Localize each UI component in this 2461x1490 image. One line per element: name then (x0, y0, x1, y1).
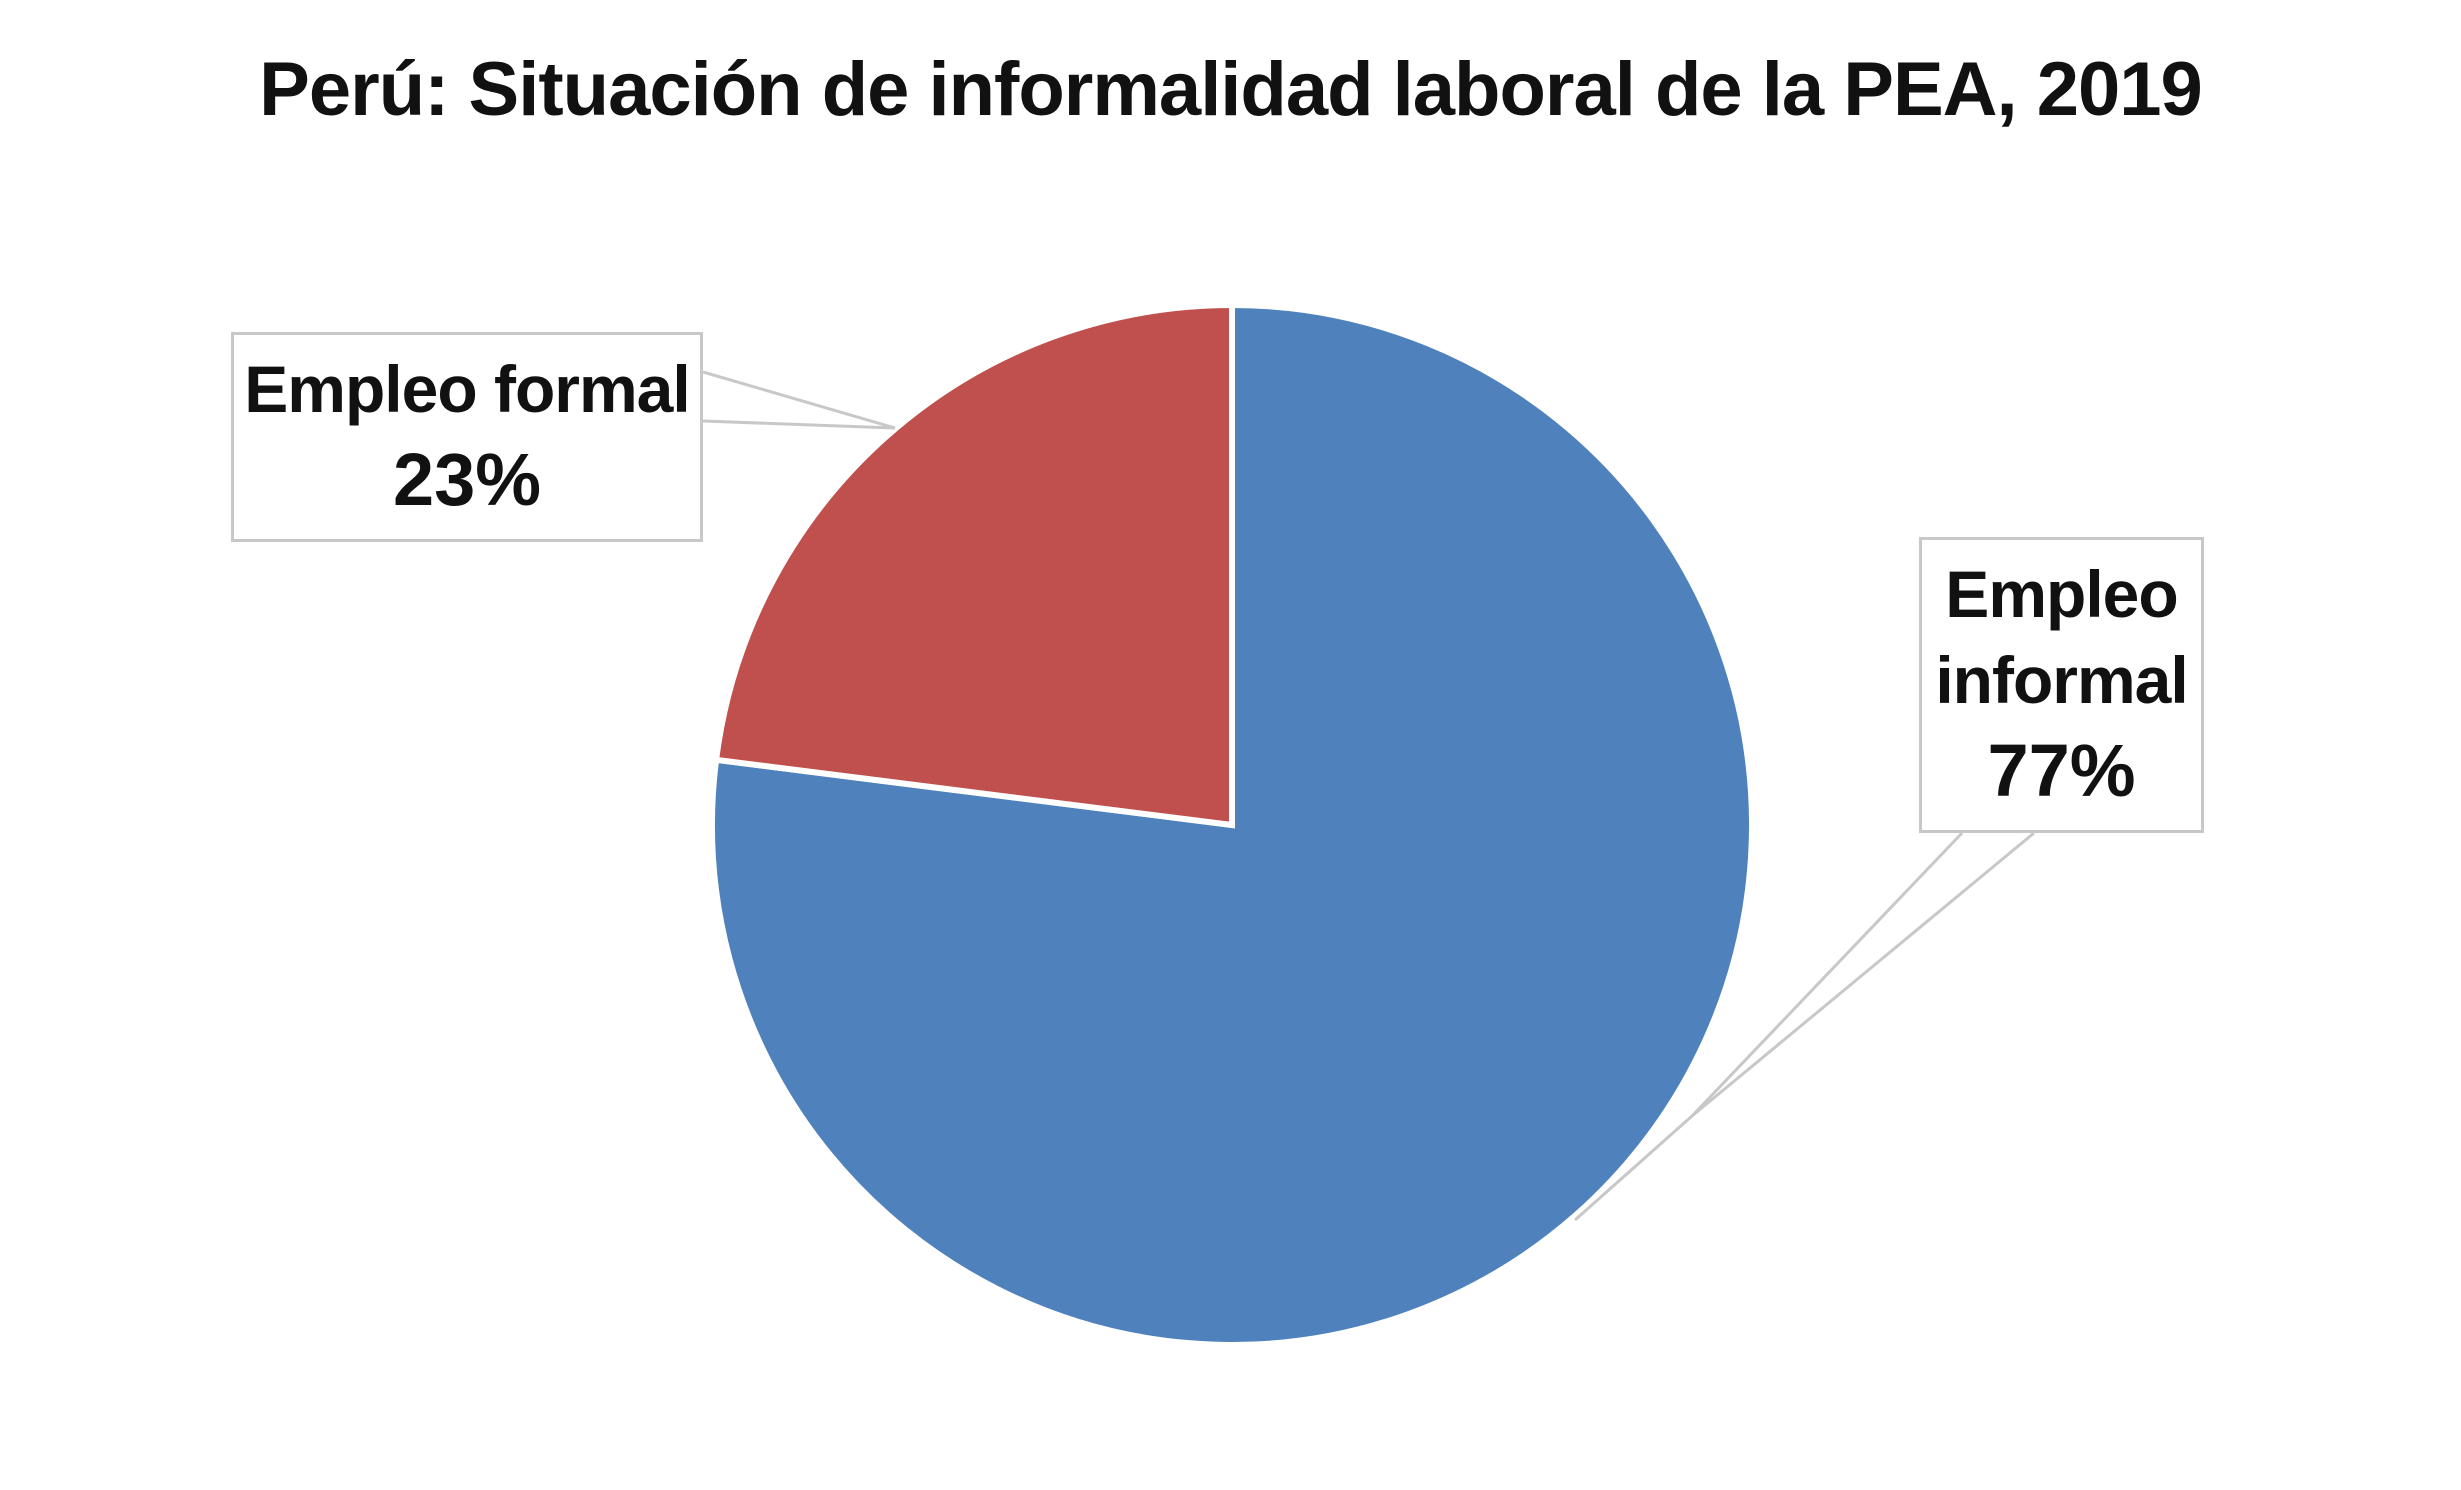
data-label-informal: Empleo informal 77% (1919, 537, 2204, 833)
data-label-informal-value: 77% (1987, 729, 2136, 812)
leader-line-informal-2 (1691, 831, 2035, 1118)
leader-line-formal-2 (702, 419, 896, 430)
chart-title: Perú: Situación de informalidad laboral … (259, 47, 2203, 132)
data-label-formal: Empleo formal 23% (231, 332, 703, 542)
data-label-formal-value: 23% (392, 438, 542, 521)
leader-lines (702, 370, 2035, 1222)
leader-line-formal (702, 370, 896, 430)
pie-slices (709, 301, 1755, 1348)
data-label-formal-name: Empleo formal (244, 352, 690, 426)
data-label-informal-name: Empleo informal (1935, 557, 2188, 717)
pie-slice-formal (712, 301, 1235, 829)
